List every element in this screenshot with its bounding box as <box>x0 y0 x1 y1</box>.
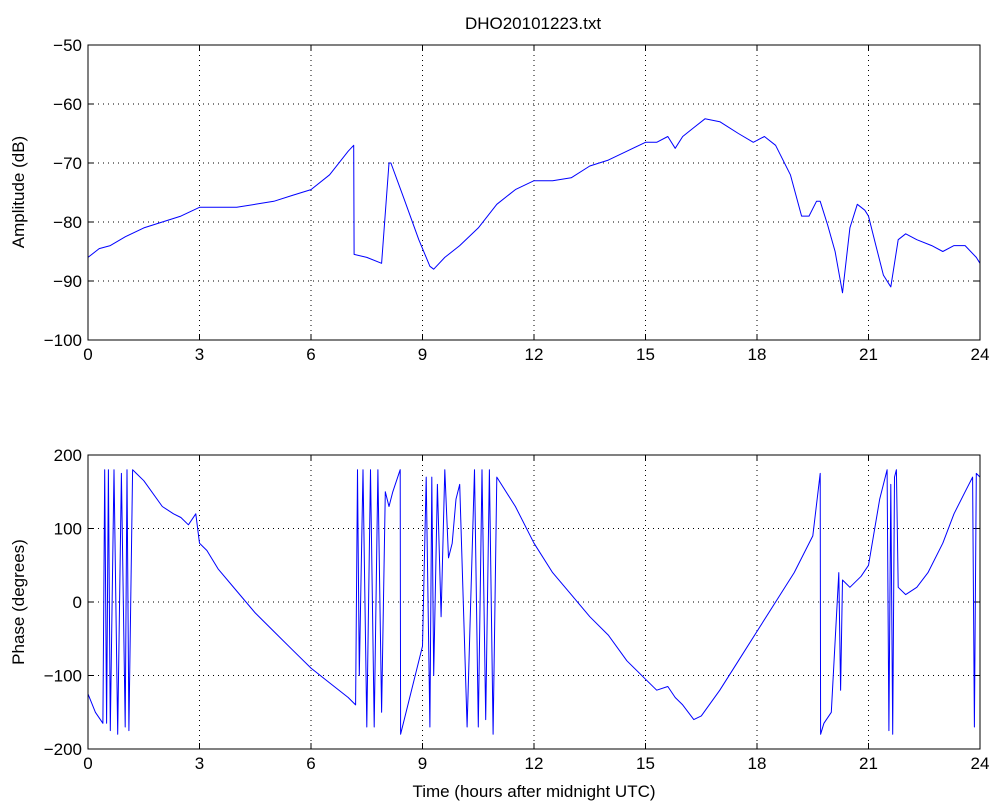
amplitude-xtick-label: 12 <box>525 345 544 364</box>
amplitude-ytick-label: −90 <box>53 272 82 291</box>
amplitude-axes-frame <box>87 44 981 341</box>
amplitude-xtick-label: 21 <box>859 345 878 364</box>
phase-ylabel: Phase (degrees) <box>9 539 28 665</box>
phase-ytick-label: −200 <box>44 740 82 759</box>
phase-grid <box>88 455 980 749</box>
amplitude-xtick-label: 24 <box>971 345 990 364</box>
phase-xtick-label: 9 <box>418 754 427 773</box>
amplitude-xtick-label: 15 <box>636 345 655 364</box>
phase-ytick-label: 0 <box>73 593 82 612</box>
phase-xlabel: Time (hours after midnight UTC) <box>412 782 655 801</box>
phase-xtick-label: 12 <box>525 754 544 773</box>
amplitude-grid <box>88 45 980 340</box>
amplitude-xtick-label: 18 <box>748 345 767 364</box>
amplitude-ticks: 0 3 6 9 12 15 18 21 24 −100 −90 −80 −70 −60 −50 <box>44 36 990 364</box>
amplitude-ytick-label: −60 <box>53 95 82 114</box>
amplitude-xtick-label: 9 <box>418 345 427 364</box>
phase-xtick-label: 18 <box>748 754 767 773</box>
phase-ytick-label: 200 <box>54 446 82 465</box>
phase-xtick-label: 24 <box>971 754 990 773</box>
amplitude-ytick-label: −100 <box>44 331 82 350</box>
phase-trace <box>87 469 981 735</box>
phase-xtick-label: 0 <box>83 754 92 773</box>
phase-xtick-label: 3 <box>195 754 204 773</box>
phase-panel: 0 3 6 9 12 15 18 21 24 −200 −100 0 100 200 Phase (deg… <box>9 446 989 801</box>
phase-ytick-label: 100 <box>54 520 82 539</box>
amplitude-xtick-label: 0 <box>83 345 92 364</box>
amplitude-trace <box>87 118 981 294</box>
phase-ytick-label: −100 <box>44 667 82 686</box>
amplitude-ytick-label: −80 <box>53 213 82 232</box>
phase-xtick-label: 6 <box>306 754 315 773</box>
amplitude-panel: 0 3 6 9 12 15 18 21 24 −100 −90 −80 −70 −60 −50 Amplit… <box>9 36 989 364</box>
plot-title: DHO20101223.txt <box>465 14 601 33</box>
phase-axes-frame <box>87 454 981 750</box>
amplitude-xtick-label: 3 <box>195 345 204 364</box>
phase-xtick-label: 21 <box>859 754 878 773</box>
phase-xtick-label: 15 <box>636 754 655 773</box>
amplitude-ylabel: Amplitude (dB) <box>9 136 28 248</box>
amplitude-ytick-label: −50 <box>53 36 82 55</box>
phase-ticks: 0 3 6 9 12 15 18 21 24 −200 −100 0 100 200 <box>44 446 990 773</box>
amplitude-xtick-label: 6 <box>306 345 315 364</box>
amplitude-ytick-label: −70 <box>53 154 82 173</box>
